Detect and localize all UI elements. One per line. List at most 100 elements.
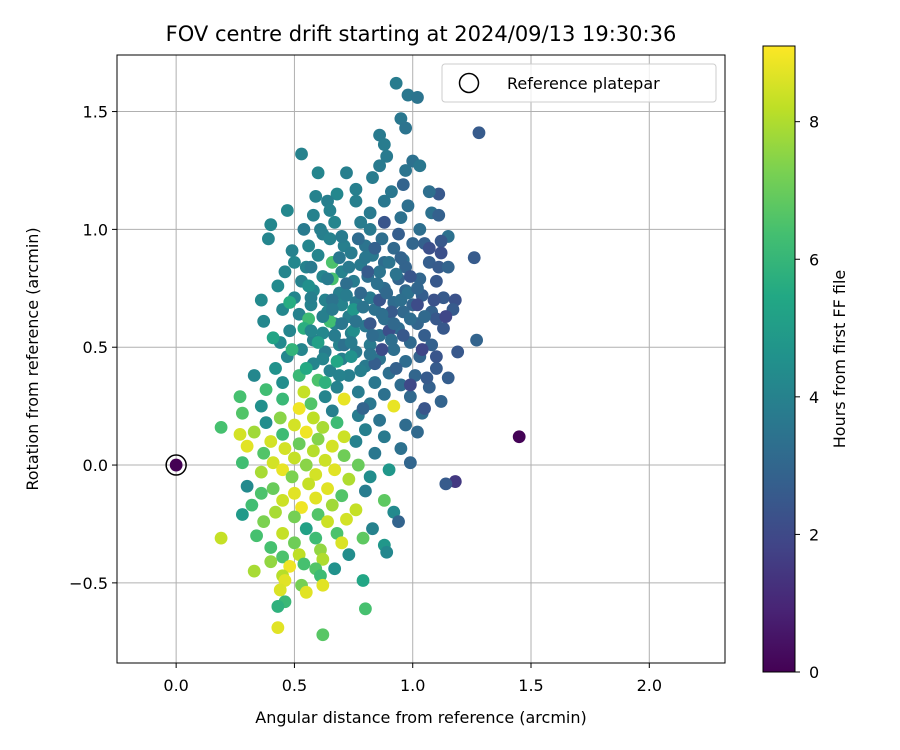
data-point bbox=[344, 336, 358, 349]
colorbar-gradient bbox=[763, 46, 795, 672]
y-axis-ticks: −0.5 0.0 0.5 1.0 1.5 bbox=[69, 103, 117, 593]
data-point bbox=[385, 185, 398, 199]
data-point bbox=[325, 404, 339, 418]
data-point bbox=[403, 312, 417, 326]
data-point bbox=[342, 260, 356, 274]
data-point bbox=[316, 352, 330, 366]
data-point bbox=[276, 428, 290, 441]
data-point bbox=[306, 444, 320, 458]
data-point bbox=[254, 465, 268, 479]
data-point bbox=[288, 536, 301, 550]
data-point bbox=[299, 522, 313, 536]
data-point bbox=[363, 470, 377, 484]
data-point bbox=[408, 369, 422, 382]
data-point bbox=[377, 387, 391, 401]
data-point bbox=[340, 512, 353, 526]
data-point bbox=[377, 194, 391, 208]
data-point bbox=[276, 376, 290, 389]
data-point bbox=[292, 307, 306, 321]
data-point bbox=[434, 246, 448, 260]
data-point bbox=[363, 347, 377, 361]
data-point bbox=[439, 477, 453, 491]
colorbar-tick-label: 0 bbox=[809, 663, 819, 682]
data-point bbox=[363, 317, 377, 331]
data-point bbox=[214, 420, 228, 434]
data-point bbox=[366, 171, 379, 184]
y-tick-label: 0.0 bbox=[83, 456, 108, 475]
data-point bbox=[304, 397, 318, 411]
data-point bbox=[354, 286, 368, 300]
data-point bbox=[356, 300, 370, 314]
data-point bbox=[340, 277, 353, 290]
data-point bbox=[451, 345, 465, 359]
data-point bbox=[276, 493, 290, 507]
legend-box bbox=[441, 63, 717, 103]
data-point bbox=[278, 442, 292, 455]
data-point bbox=[467, 251, 481, 265]
data-point bbox=[250, 529, 263, 543]
legend-entry-label: Reference platepar bbox=[507, 74, 660, 93]
data-points bbox=[214, 76, 526, 642]
data-point bbox=[264, 218, 278, 232]
data-point bbox=[304, 291, 318, 305]
data-point bbox=[316, 628, 330, 642]
data-point bbox=[377, 493, 391, 507]
data-point bbox=[280, 204, 294, 217]
data-point bbox=[359, 251, 372, 265]
data-point bbox=[356, 531, 370, 545]
data-point bbox=[278, 265, 292, 279]
data-point bbox=[292, 548, 306, 561]
data-point bbox=[403, 378, 417, 392]
data-point bbox=[254, 293, 268, 307]
data-point bbox=[240, 479, 254, 493]
x-tick-label: 0.5 bbox=[282, 676, 307, 695]
data-point bbox=[325, 439, 339, 453]
colorbar-tick-label: 6 bbox=[809, 250, 819, 269]
data-point bbox=[328, 463, 342, 477]
data-point bbox=[441, 260, 455, 274]
data-point bbox=[311, 248, 325, 262]
data-point bbox=[269, 505, 282, 519]
chart-title: FOV centre drift starting at 2024/09/13 … bbox=[166, 22, 677, 46]
data-point bbox=[330, 380, 344, 394]
data-point bbox=[288, 510, 301, 524]
data-point bbox=[387, 505, 401, 519]
data-point bbox=[377, 138, 391, 151]
data-point bbox=[283, 559, 297, 573]
data-point bbox=[363, 222, 377, 236]
data-point bbox=[328, 215, 342, 229]
data-point bbox=[382, 463, 396, 477]
data-point bbox=[394, 211, 408, 225]
data-point bbox=[316, 326, 330, 340]
data-point bbox=[335, 317, 349, 331]
data-point bbox=[373, 159, 386, 173]
x-axis-label: Angular distance from reference (arcmin) bbox=[255, 708, 586, 727]
data-point bbox=[321, 272, 334, 286]
data-point bbox=[271, 600, 285, 613]
data-point bbox=[401, 199, 415, 213]
data-point bbox=[295, 343, 308, 356]
data-point bbox=[316, 420, 330, 434]
data-point bbox=[470, 333, 483, 347]
data-point bbox=[380, 149, 394, 163]
data-point bbox=[349, 314, 363, 328]
data-point bbox=[394, 112, 408, 126]
data-point bbox=[342, 369, 356, 382]
data-point bbox=[302, 477, 316, 491]
data-point bbox=[373, 413, 386, 427]
data-point bbox=[359, 602, 372, 616]
data-point bbox=[377, 430, 391, 444]
data-point bbox=[472, 126, 486, 140]
data-point bbox=[396, 178, 410, 192]
data-point bbox=[403, 270, 417, 283]
data-point bbox=[259, 416, 273, 430]
data-point bbox=[323, 232, 337, 246]
data-point bbox=[375, 232, 389, 246]
data-point bbox=[340, 166, 353, 180]
data-point bbox=[257, 515, 271, 529]
data-point bbox=[382, 255, 396, 269]
data-point bbox=[394, 442, 408, 455]
data-point bbox=[418, 402, 431, 415]
data-point bbox=[389, 76, 403, 90]
